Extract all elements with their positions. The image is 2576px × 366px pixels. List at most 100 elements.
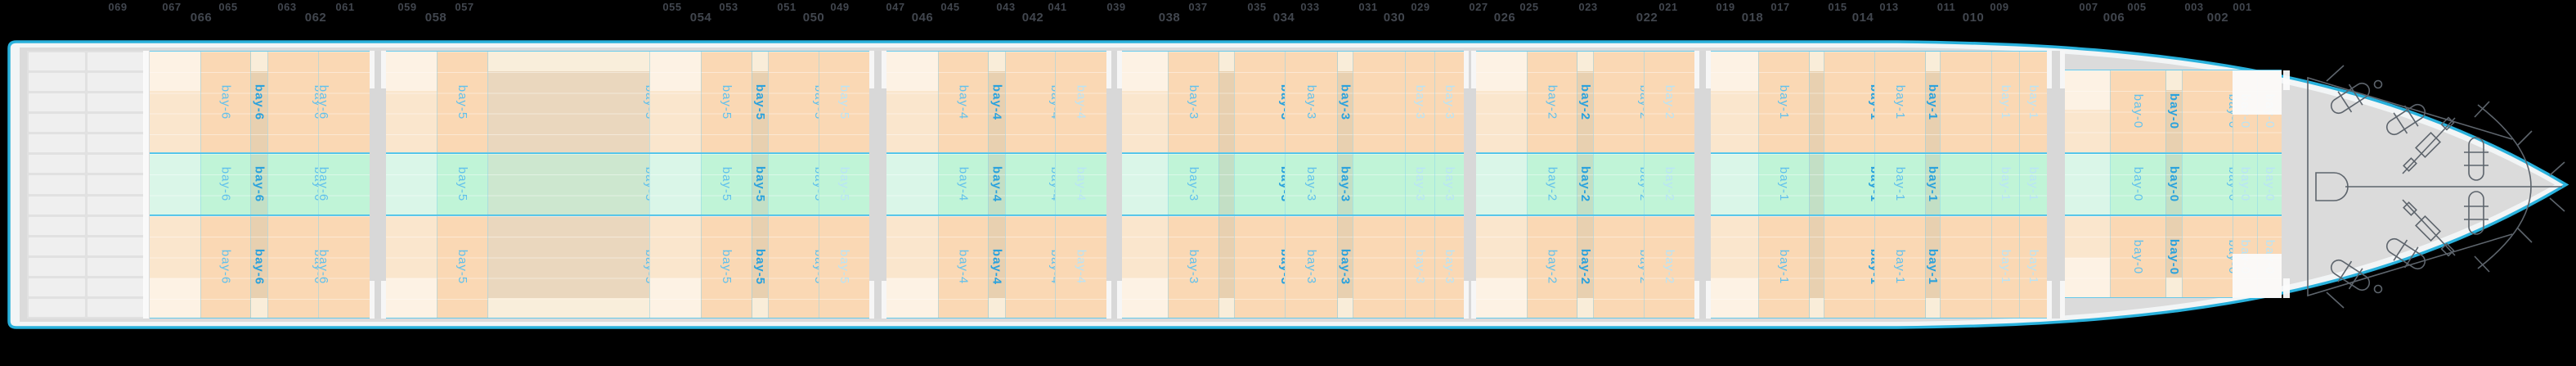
bay-slot-column[interactable] — [1940, 52, 1991, 152]
bay-slot-column[interactable] — [1122, 216, 1168, 318]
bay-band-bay-3-middle[interactable]: bay-3 bay-3 bay-3 bay-3 bay-3 bay-3 — [1122, 153, 1464, 215]
bay-slot-column[interactable]: bay-2 — [1593, 216, 1651, 318]
bay-slot-column[interactable]: bay-0 — [2110, 216, 2165, 297]
bay-slot-column[interactable]: bay-0 — [2182, 216, 2240, 297]
bay-slot-column[interactable] — [2065, 216, 2110, 297]
bay-slot-column[interactable] — [1353, 52, 1405, 152]
bay-slot-column[interactable]: bay-2 — [1577, 154, 1593, 215]
bay-slot-column[interactable]: bay-6 — [200, 154, 250, 215]
bay-slot-column[interactable]: bay-5 — [819, 52, 869, 152]
bay-slot-column[interactable]: bay-1 — [1991, 52, 2019, 152]
bay-slot-column[interactable]: bay-3 — [1434, 154, 1464, 215]
bay-slot-column[interactable] — [1353, 154, 1405, 215]
bay-slot-column[interactable]: bay-2 — [1577, 216, 1593, 318]
bay-slot-column[interactable] — [886, 154, 938, 215]
bay-slot-column[interactable]: bay-1 — [1758, 52, 1809, 152]
bay-slot-column[interactable] — [1122, 154, 1168, 215]
bay-slot-column[interactable] — [2065, 70, 2110, 152]
bay-slot-column[interactable]: bay-5 — [701, 216, 752, 318]
bay-slot-column[interactable] — [649, 52, 701, 152]
bay-slot-column[interactable]: bay-0 — [2110, 154, 2165, 215]
bay-slot-column[interactable]: bay-3 — [1434, 216, 1464, 318]
bay-slot-column[interactable]: bay-4 — [1005, 154, 1062, 215]
bay-slot-column[interactable]: bay-2 — [1644, 52, 1694, 152]
bay-slot-column[interactable]: bay-1 — [1874, 52, 1925, 152]
bay-slot-column[interactable] — [2065, 154, 2110, 215]
bay-slot-column[interactable] — [150, 52, 200, 152]
bay-slot-column[interactable]: bay-1 — [1925, 52, 1940, 152]
bay-slot-column[interactable]: bay-1 — [2019, 216, 2047, 318]
bay-slot-column[interactable]: bay-1 — [1824, 216, 1882, 318]
bay-slot-column[interactable] — [1122, 52, 1168, 152]
bay-slot-column[interactable]: bay-4 — [1055, 52, 1106, 152]
bay-slot-column[interactable] — [886, 52, 938, 152]
bay-slot-column[interactable]: bay-5 — [819, 216, 869, 318]
bay-slot-column[interactable]: bay-1 — [1874, 216, 1925, 318]
bay-slot-column[interactable]: bay-5 — [437, 154, 487, 215]
bay-slot-column[interactable]: bay-3 — [1285, 154, 1337, 215]
bay-slot-column[interactable] — [1218, 154, 1234, 215]
bay-slot-column[interactable]: bay-4 — [988, 154, 1005, 215]
bay-slot-column[interactable]: bay-4 — [1055, 154, 1106, 215]
bay-band-bay-3-top[interactable]: bay-3 bay-3 bay-3 bay-3 bay-3 bay-3 — [1122, 51, 1464, 153]
bay-slot-column[interactable] — [1940, 216, 1991, 318]
bay-slot-column[interactable] — [1218, 216, 1234, 318]
bay-slot-column[interactable]: bay-6 — [250, 154, 267, 215]
bay-slot-column[interactable] — [1476, 154, 1527, 215]
bay-slot-column[interactable] — [1353, 216, 1405, 318]
bay-slot-column[interactable] — [1711, 52, 1758, 152]
bay-band-bay-3-bottom[interactable]: bay-3 bay-3 bay-3 bay-3 bay-3 bay-3 — [1122, 215, 1464, 319]
bay-slot-column[interactable] — [1711, 216, 1758, 318]
bay-slot-column[interactable]: bay-1 — [1991, 216, 2019, 318]
bay-slot-column[interactable]: bay-5 — [819, 154, 869, 215]
bay-slot-column[interactable]: bay-1 — [1824, 154, 1882, 215]
bay-slot-column[interactable]: bay-1 — [2019, 52, 2047, 152]
bay-slot-column[interactable]: bay-0 — [2165, 216, 2182, 297]
bay-slot-column[interactable]: bay-1 — [1758, 216, 1809, 318]
bay-slot-column[interactable] — [1476, 52, 1527, 152]
bay-slot-column[interactable]: bay-3 — [1405, 154, 1434, 215]
bay-slot-column[interactable]: bay-6 — [267, 52, 325, 152]
bay-slot-column[interactable]: bay-6 — [267, 216, 325, 318]
bay-slot-column[interactable]: bay-1 — [1874, 154, 1925, 215]
bay-slot-column[interactable] — [386, 52, 437, 152]
bay-slot-column[interactable]: bay-3 — [1285, 216, 1337, 318]
bay-slot-column[interactable]: bay-4 — [988, 52, 1005, 152]
bay-slot-column[interactable]: bay-3 — [1337, 52, 1353, 152]
bay-slot-column[interactable]: bay-3 — [1337, 216, 1353, 318]
bay-slot-column[interactable]: bay-5 — [487, 52, 657, 152]
bay-slot-column[interactable]: bay-5 — [768, 216, 826, 318]
bay-slot-column[interactable] — [1476, 216, 1527, 318]
bay-slot-column[interactable]: bay-2 — [1593, 52, 1651, 152]
bay-slot-column[interactable]: bay-4 — [988, 216, 1005, 318]
bay-slot-column[interactable] — [1218, 52, 1234, 152]
bay-slot-column[interactable]: bay-2 — [1527, 216, 1577, 318]
bay-slot-column[interactable]: bay-3 — [1168, 216, 1218, 318]
bay-slot-column[interactable] — [649, 154, 701, 215]
bay-slot-column[interactable]: bay-2 — [1593, 154, 1651, 215]
bay-slot-column[interactable]: bay-3 — [1434, 52, 1464, 152]
bay-slot-column[interactable]: bay-1 — [2019, 154, 2047, 215]
bay-slot-column[interactable]: bay-4 — [938, 216, 988, 318]
bay-slot-column[interactable]: bay-1 — [1824, 52, 1882, 152]
bay-slot-column[interactable]: bay-0 — [2165, 154, 2182, 215]
bay-slot-column[interactable]: bay-5 — [768, 52, 826, 152]
bay-slot-column[interactable]: bay-6 — [316, 154, 370, 215]
bay-slot-column[interactable]: bay-3 — [1405, 216, 1434, 318]
bay-slot-column[interactable]: bay-5 — [701, 52, 752, 152]
bay-slot-column[interactable]: bay-4 — [1005, 52, 1062, 152]
bay-slot-column[interactable]: bay-0 — [2110, 70, 2165, 152]
bay-slot-column[interactable]: bay-6 — [250, 216, 267, 318]
bay-slot-column[interactable] — [1809, 154, 1824, 215]
